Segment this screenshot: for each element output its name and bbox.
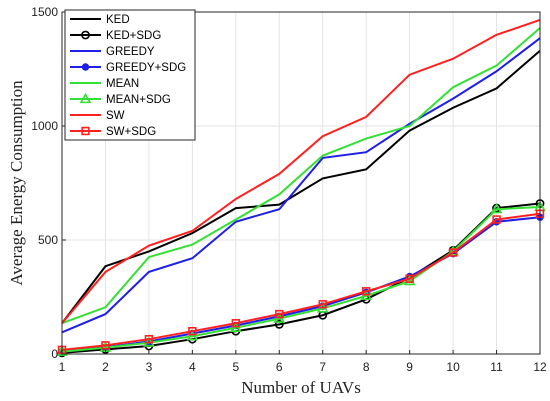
data-point [188,326,197,336]
legend-label: GREEDY [106,46,155,58]
legend-label: SW+SDG [106,126,156,138]
plot-frame [61,11,541,355]
x-axis-label: Number of UAVs [241,378,361,397]
data-point [275,309,284,319]
series-line [61,19,541,324]
y-axis-label: Average Energy Consumption [7,80,26,286]
legend-marker [81,30,90,40]
legend-marker [81,126,90,136]
y-tick-label: 1000 [31,119,58,133]
legend-label: KED [106,14,130,26]
legend-label: KED+SDG [106,30,161,42]
y-tick-label: 1500 [31,5,58,19]
x-axis-ticks: 1 2 3 4 5 6 7 8 9 10 11 12 [59,350,547,374]
legend-item: KED [70,14,130,26]
series-line [61,50,541,324]
series-line [61,212,541,351]
series-sw [61,19,541,324]
data-point [448,248,458,257]
legend-item: MEAN+SDG [70,92,171,106]
data-point [361,287,371,296]
legend-item: GREEDY [70,46,155,58]
x-tick-label: 2 [102,360,109,374]
series-layer [56,19,546,358]
x-tick-label: 1 [59,360,66,374]
x-tick-label: 5 [232,360,239,374]
legend-label: SW [106,110,125,122]
series-ked [61,50,541,324]
x-tick-label: 8 [363,360,370,374]
data-point [144,334,154,344]
legend-item: GREEDY+SDG [70,62,186,74]
data-point [490,203,503,214]
series-greedy [61,37,541,334]
x-tick-label: 10 [446,360,460,374]
x-tick-label: 9 [406,360,413,374]
series-line [61,205,541,353]
legend-item: SW+SDG [70,126,156,138]
legend-marker [81,63,90,71]
x-tick-label: 3 [146,360,153,374]
x-tick-label: 6 [276,360,283,374]
legend: KED KED+SDG GREEDY GREEDY+SDG MEAN MEAN+SDG SW… [64,9,196,141]
data-point [231,319,241,328]
legend-item: KED+SDG [70,30,161,42]
x-tick-label: 7 [319,360,326,374]
y-tick-label: 500 [38,233,58,247]
data-point [403,274,416,286]
series-mean [61,27,541,325]
legend-item: SW [70,110,125,122]
data-point [274,319,284,329]
series-line [61,27,541,325]
data-point [405,274,414,283]
y-axis-ticks: 0 500 1000 1500 [31,5,66,361]
legend-label: MEAN [106,78,139,90]
y-tick-label: 0 [51,347,58,361]
data-point [56,345,68,356]
x-tick-label: 4 [189,360,196,374]
legend-item: MEAN [70,78,139,90]
data-point [186,330,199,341]
x-tick-label: 11 [490,360,503,374]
legend-marker [79,92,92,104]
data-point [101,341,110,350]
data-point [492,215,501,224]
legend-label: MEAN+SDG [106,94,171,106]
x-tick-label: 12 [533,360,547,374]
series-line [61,216,541,353]
legend-label: GREEDY+SDG [106,62,186,74]
series-line [61,37,541,334]
data-point [318,300,327,309]
